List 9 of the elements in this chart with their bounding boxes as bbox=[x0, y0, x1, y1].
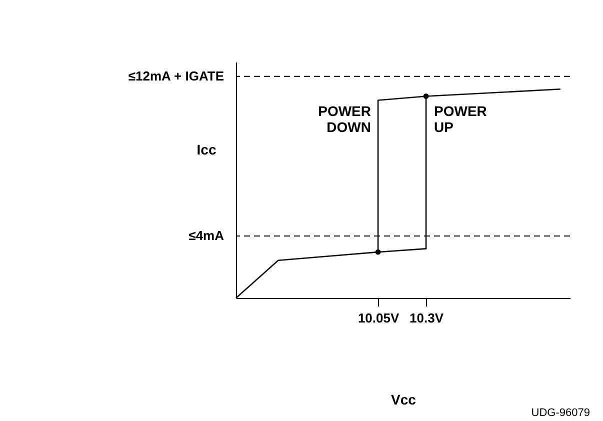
annotation: POWER UP bbox=[434, 103, 487, 135]
ref-line-label: ≤4mA bbox=[188, 228, 225, 243]
annotation: POWER DOWN bbox=[318, 103, 371, 135]
x-tick-label: 10.05V bbox=[358, 310, 400, 326]
x-tick-label: 10.3V bbox=[410, 310, 444, 326]
y-axis-title: Icc bbox=[196, 142, 216, 158]
text: UDG-96079 bbox=[531, 407, 590, 419]
ref-line-label: ≤12mA + IGATE bbox=[128, 68, 224, 84]
x-axis-title: Vcc bbox=[391, 392, 416, 408]
